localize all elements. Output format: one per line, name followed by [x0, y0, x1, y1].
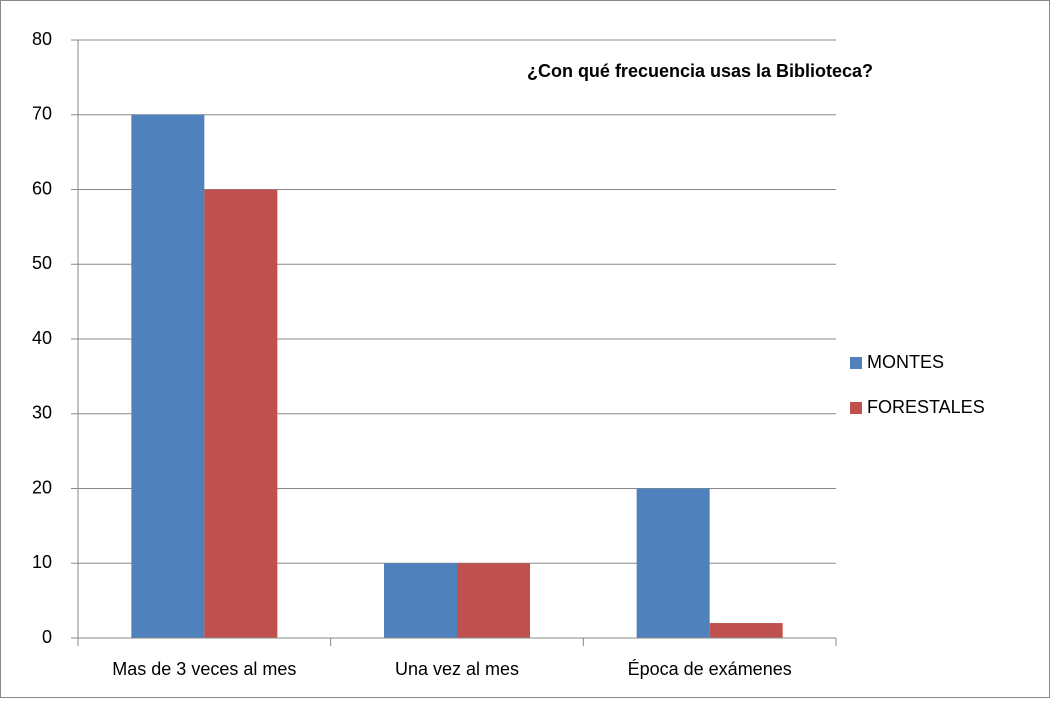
y-tick-label: 60: [32, 178, 52, 198]
bar: [204, 189, 278, 638]
chart-title: ¿Con qué frecuencia usas la Biblioteca?: [527, 61, 873, 81]
y-tick-label: 20: [32, 477, 52, 497]
bar: [131, 114, 205, 638]
legend-label: FORESTALES: [867, 397, 985, 417]
legend-swatch: [850, 402, 862, 414]
y-tick-label: 40: [32, 328, 52, 348]
y-tick-label: 30: [32, 403, 52, 423]
bar: [709, 623, 783, 638]
legend-label: MONTES: [867, 352, 944, 372]
y-tick-label: 50: [32, 253, 52, 273]
legend-swatch: [850, 357, 862, 369]
bar: [384, 563, 457, 638]
x-tick-label: Una vez al mes: [395, 659, 519, 679]
bar: [457, 563, 530, 638]
bar: [636, 488, 710, 638]
y-tick-label: 70: [32, 104, 52, 124]
y-tick-label: 0: [42, 627, 52, 647]
x-tick-label: Mas de 3 veces al mes: [112, 659, 296, 679]
y-tick-label: 80: [32, 29, 52, 49]
x-tick-label: Época de exámenes: [628, 659, 792, 679]
y-tick-label: 10: [32, 552, 52, 572]
